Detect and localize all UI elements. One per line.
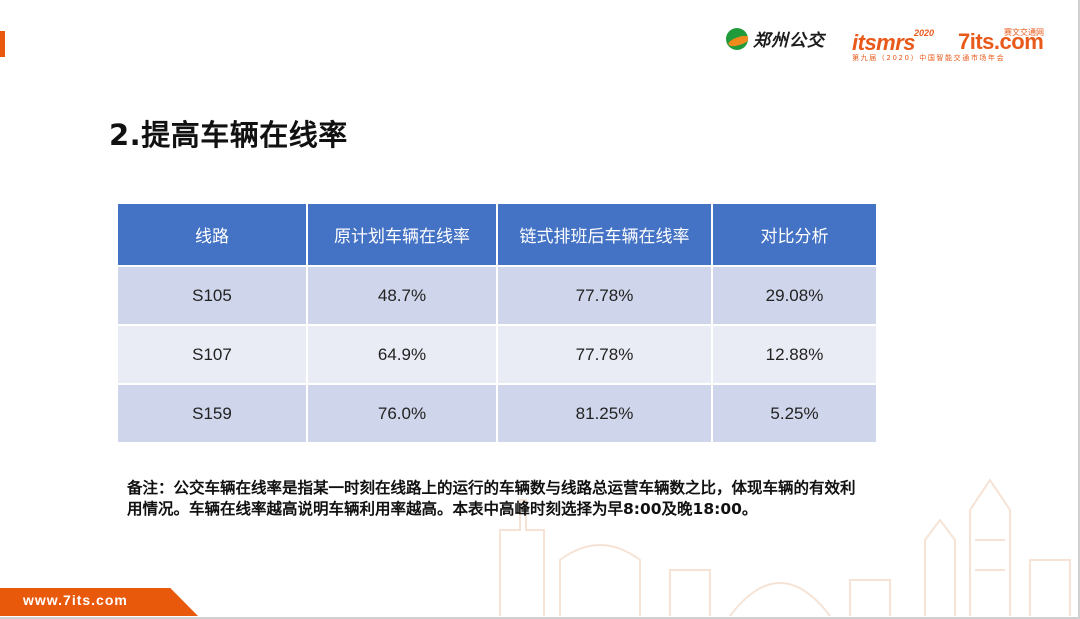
footer-website-link[interactable]: www.7its.com [23, 592, 128, 608]
left-accent-bar [0, 31, 5, 57]
cell-planned-rate: 64.9% [306, 324, 498, 385]
zhengzhou-bus-logo-text: 郑州公交 [753, 31, 825, 51]
header-comparison: 对比分析 [711, 202, 878, 267]
cell-chain-schedule-rate: 77.78% [496, 265, 713, 326]
online-rate-table: 线路 原计划车辆在线率 链式排班后车辆在线率 对比分析 S105 48.7% 7… [116, 202, 878, 444]
cell-comparison: 29.08% [711, 265, 878, 326]
table-header-row: 线路 原计划车辆在线率 链式排班后车辆在线率 对比分析 [116, 202, 878, 267]
itsmrs-logo: itsmrs 2020 [852, 28, 942, 64]
cell-route: S105 [116, 265, 308, 326]
footer-accent-bar [0, 588, 198, 616]
cell-planned-rate: 76.0% [306, 383, 498, 444]
sevenits-logo-cn: 赛文交通网 [1004, 28, 1044, 37]
header-route: 线路 [116, 202, 308, 267]
table-note: 备注：公交车辆在线率是指某一时刻在线路上的运行的车辆数与线路总运营车辆数之比，体… [127, 479, 856, 518]
cell-comparison: 5.25% [711, 383, 878, 444]
table-row: S107 64.9% 77.78% 12.88% [116, 324, 878, 385]
conference-subtitle: 第九届（2020）中国智能交通市场年会 [852, 54, 1006, 62]
zhengzhou-bus-logo-icon [726, 27, 748, 50]
sevenits-logo: 7its.com 赛文交通网 [958, 27, 1058, 63]
city-skyline-decoration [499, 478, 1071, 616]
zhengzhou-bus-logo: 郑州公交 [726, 26, 825, 51]
slide-border-right [1078, 0, 1080, 619]
table-row: S159 76.0% 81.25% 5.25% [116, 383, 878, 444]
header-chain-schedule-rate: 链式排班后车辆在线率 [496, 202, 713, 267]
cell-chain-schedule-rate: 77.78% [496, 324, 713, 385]
cell-route: S107 [116, 324, 308, 385]
itsmrs-logo-text: itsmrs [852, 30, 916, 55]
header-planned-rate: 原计划车辆在线率 [306, 202, 498, 267]
slide-title: 2.提高车辆在线率 [109, 118, 348, 152]
sevenits-logo-text: 7its.com [958, 29, 1044, 54]
cell-chain-schedule-rate: 81.25% [496, 383, 713, 444]
cell-route: S159 [116, 383, 308, 444]
itsmrs-logo-year: 2020 [914, 28, 935, 38]
cell-planned-rate: 48.7% [306, 265, 498, 326]
table-row: S105 48.7% 77.78% 29.08% [116, 265, 878, 326]
slide-border-bottom [0, 617, 1080, 619]
cell-comparison: 12.88% [711, 324, 878, 385]
